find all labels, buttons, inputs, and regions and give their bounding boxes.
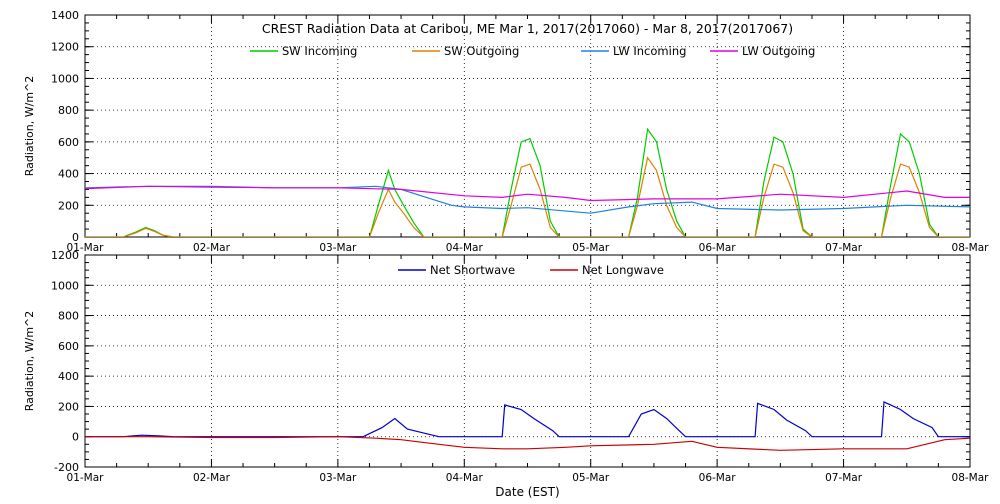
y-tick-label: 1200 bbox=[51, 249, 79, 262]
y-tick-label: 600 bbox=[58, 340, 79, 353]
y-tick-label: 200 bbox=[58, 400, 79, 413]
y-tick-label: 200 bbox=[58, 199, 79, 212]
y-tick-label: 1200 bbox=[51, 41, 79, 54]
y-tick-label: 800 bbox=[58, 310, 79, 323]
x-tick-label: 06-Mar bbox=[699, 242, 737, 254]
x-tick-label: 03-Mar bbox=[319, 242, 357, 254]
plot-frame bbox=[84, 14, 971, 238]
x-tick-label: 02-Mar bbox=[193, 242, 231, 254]
legend-label: LW Incoming bbox=[613, 44, 686, 58]
x-tick-label: 04-Mar bbox=[446, 472, 484, 484]
legend-label: SW Incoming bbox=[282, 44, 357, 58]
x-tick-label: 08-Mar bbox=[952, 472, 990, 484]
series-line-lw-outgoing bbox=[85, 185, 970, 202]
x-tick-label: 07-Mar bbox=[825, 242, 863, 254]
legend-label: Net Shortwave bbox=[430, 263, 515, 277]
y-tick-label: 400 bbox=[58, 370, 79, 383]
y-tick-label: 600 bbox=[58, 136, 79, 149]
x-tick-label: 01-Mar bbox=[67, 242, 105, 254]
chart-title: CREST Radiation Data at Caribou, ME Mar … bbox=[262, 21, 793, 36]
x-tick-label: 03-Mar bbox=[319, 472, 357, 484]
y-tick-label: 0 bbox=[72, 431, 79, 444]
y-tick-label: 1000 bbox=[51, 72, 79, 85]
y-axis-label: Radiation, W/m^2 bbox=[23, 76, 36, 177]
series-line-lw-incoming bbox=[85, 185, 970, 214]
legend-label: LW Outgoing bbox=[742, 44, 815, 58]
legend-label: Net Longwave bbox=[582, 263, 664, 277]
x-tick-label: 07-Mar bbox=[825, 472, 863, 484]
panel-1 bbox=[84, 14, 971, 238]
x-tick-label: 05-Mar bbox=[572, 472, 610, 484]
x-tick-label: 08-Mar bbox=[952, 242, 990, 254]
panel-2 bbox=[84, 254, 971, 468]
series-line-net-shortwave bbox=[85, 400, 970, 438]
x-tick-label: 05-Mar bbox=[572, 242, 610, 254]
series-line-sw-incoming bbox=[85, 127, 970, 237]
y-tick-label: 0 bbox=[72, 231, 79, 244]
y-tick-label: -200 bbox=[54, 461, 79, 474]
y-tick-label: 1000 bbox=[51, 279, 79, 292]
x-tick-label: 02-Mar bbox=[193, 472, 231, 484]
x-axis-label: Date (EST) bbox=[495, 485, 559, 499]
y-tick-label: 1400 bbox=[51, 9, 79, 22]
y-tick-label: 400 bbox=[58, 168, 79, 181]
y-tick-label: 800 bbox=[58, 104, 79, 117]
x-tick-label: 06-Mar bbox=[699, 472, 737, 484]
x-tick-label: 01-Mar bbox=[67, 472, 105, 484]
y-axis-label: Radiation, W/m^2 bbox=[23, 311, 36, 412]
plot-frame bbox=[84, 254, 971, 468]
legend-label: SW Outgoing bbox=[444, 44, 519, 58]
x-tick-label: 04-Mar bbox=[446, 242, 484, 254]
series-line-net-longwave bbox=[85, 436, 970, 451]
